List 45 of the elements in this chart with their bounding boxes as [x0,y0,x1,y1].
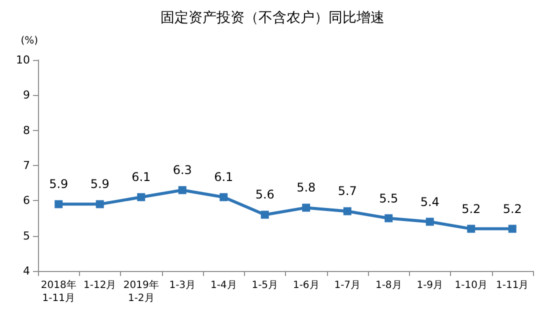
x-tick-label: 1-5月 [252,280,278,291]
point [260,210,269,219]
y-tick-label: 7 [23,159,30,172]
point [302,204,310,212]
x-tick-label: 1-9月 [416,280,444,291]
y-axis-title: (%) [20,36,38,46]
data-label: 5.2 [502,202,522,216]
x-tick-label: 1-3月 [169,280,196,291]
data-label: 6.1 [132,170,151,184]
point [343,207,352,216]
point [467,224,476,233]
point [178,186,186,194]
y-tick-label: 6 [23,194,30,208]
data-label: 5.4 [420,194,440,209]
chart-title: 固定资产投资（不含农户）同比增速 [160,10,384,26]
point [137,193,146,202]
point [220,193,228,202]
point [508,224,516,233]
point [426,218,434,226]
point [54,200,63,208]
data-label: 5.2 [462,202,481,216]
x-tick-label: 1-8月 [375,280,402,291]
data-label: 5.7 [338,184,357,198]
x-tick-label: 1-6月 [292,280,320,291]
data-label: 6.1 [214,170,234,184]
x-tick-label: 1-11月 [496,280,529,291]
y-tick-label: 4 [23,264,30,278]
x-tick-label: 1-12月 [84,280,116,291]
data-label: 5.6 [255,188,274,202]
point [96,200,104,208]
data-label: 5.9 [49,177,68,192]
x-tick-label: 2018年 1-11月 [40,279,76,304]
y-tick-label: 10 [16,54,30,66]
y-tick-label: 8 [23,124,30,137]
data-label: 6.3 [172,163,192,178]
y-tick-label: 9 [23,88,30,102]
data-label: 5.9 [90,177,110,192]
x-tick-label: 2019年 1-2月 [123,279,159,304]
y-tick-label: 5 [23,229,30,242]
data-label: 5.8 [296,180,316,195]
x-tick-label: 1-4月 [210,280,237,291]
x-tick-label: 1-7月 [334,280,361,291]
data-label: 5.5 [379,191,398,206]
x-tick-label: 1-10月 [454,280,488,291]
point [384,214,393,222]
